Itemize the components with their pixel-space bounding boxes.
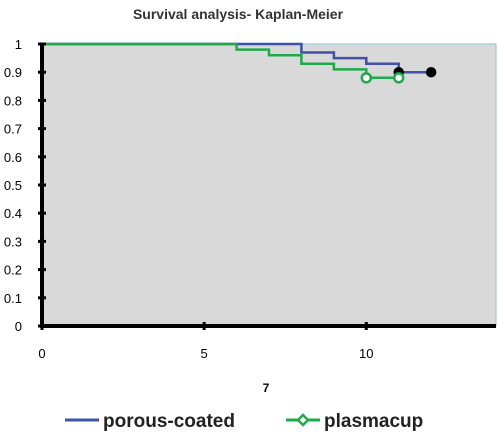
x-tick-label: 10 — [359, 346, 373, 361]
y-tick-label: 0.8 — [4, 93, 22, 108]
y-tick-label: 0.3 — [4, 234, 22, 249]
legend-label-1: porous-coated — [103, 411, 235, 432]
x-axis-label: 7 — [263, 381, 270, 395]
plot-background — [41, 43, 497, 327]
legend-label-2: plasmacup — [324, 411, 423, 432]
chart-title: Survival analysis- Kaplan-Meier — [133, 6, 344, 22]
censor-marker-2 — [392, 72, 405, 84]
censor-marker-1 — [425, 66, 437, 78]
y-tick-label: 0.4 — [4, 206, 22, 221]
plot-area: 00.10.20.30.40.50.60.70.80.910 5 10 — [4, 37, 497, 361]
series-line-2 — [42, 42, 399, 80]
y-tick-label: 0 — [15, 319, 22, 334]
legend-marker-2 — [296, 413, 310, 427]
y-tick-label: 0.7 — [4, 122, 22, 137]
y-tick-label: 0.2 — [4, 263, 22, 278]
y-tick-label: 0.1 — [4, 291, 22, 306]
x-tick-label: 5 — [201, 346, 208, 361]
y-tick-label: 1 — [15, 37, 22, 52]
x-tick-label: 0 — [38, 346, 45, 361]
censor-marker-2 — [360, 72, 373, 84]
legend: porous-coated plasmacup — [65, 411, 423, 432]
y-tick-label: 0.6 — [4, 150, 22, 165]
y-tick-label: 0.9 — [4, 65, 22, 80]
y-tick-label: 0.5 — [4, 178, 22, 193]
